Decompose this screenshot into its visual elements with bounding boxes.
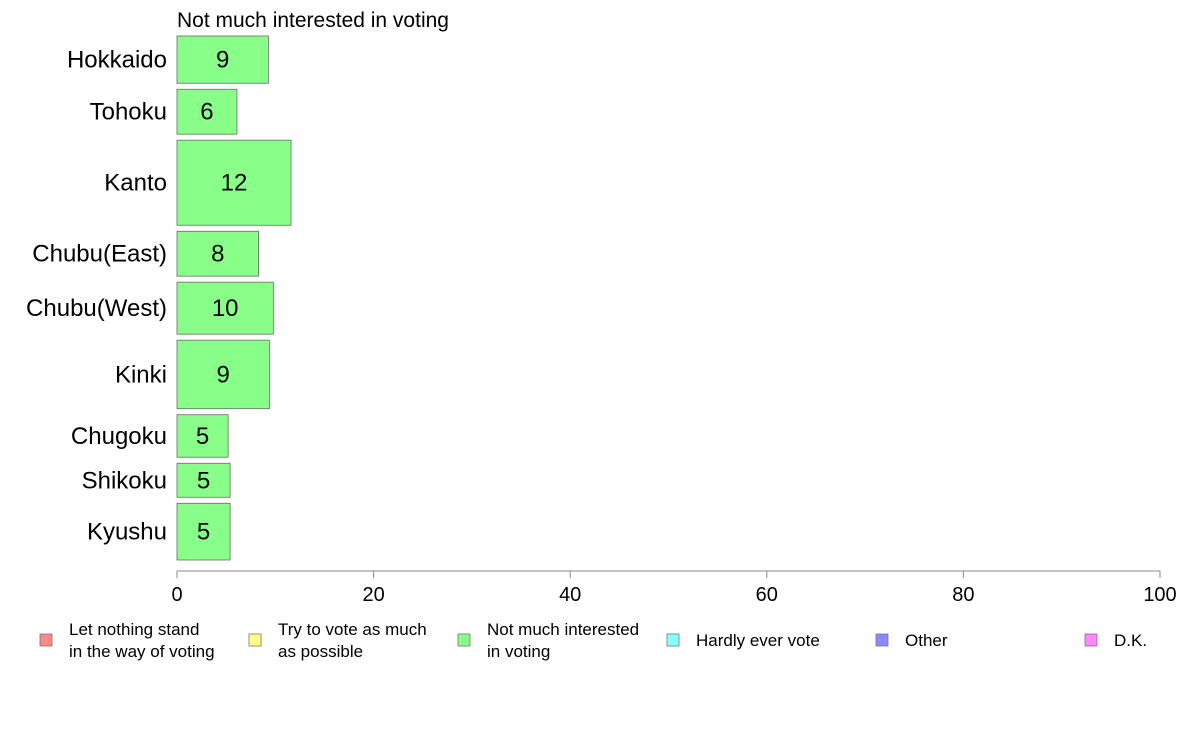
category-label: Kanto [104,170,167,197]
legend-swatch [39,633,53,647]
legend-swatch [1084,633,1098,647]
bars-group: Hokkaido 9 Tohoku 6 Kanto 12 Chubu(East) 8 Chubu… [26,35,292,561]
category-label: Kinki [115,361,167,388]
legend-label: Try to vote as much [278,620,427,639]
bar-chubu-east [176,230,259,277]
legend-swatch [248,633,262,647]
x-tick-label: 80 [952,584,974,606]
x-tick-label: 60 [756,584,778,606]
legend-label: Hardly ever vote [696,631,820,650]
x-tick-label: 40 [559,584,581,606]
chart-title: Not much interested in voting [177,9,449,32]
legend-label: in voting [487,642,550,661]
legend-swatch [457,633,471,647]
category-label: Chugoku [71,423,167,450]
legend-label: as possible [278,642,363,661]
bar-value-label: 8 [211,241,224,268]
legend-swatch [666,633,680,647]
bar-value-label: 10 [212,295,239,322]
category-label: Kyushu [87,519,167,546]
bar-value-label: 9 [217,361,230,388]
category-label: Chubu(East) [32,241,167,268]
legend-label: D.K. [1114,631,1147,650]
x-tick-label: 100 [1143,584,1176,606]
bar-value-label: 9 [216,47,229,74]
bar-chugoku [176,414,229,458]
bar-kanto [176,139,292,226]
bar-shikoku [176,462,231,498]
bar-value-label: 5 [197,519,210,546]
bar-chubu-west [176,281,274,335]
x-tick-label: 20 [362,584,384,606]
legend-label: Not much interested [487,620,639,639]
bar-hokkaido [176,35,269,84]
x-tick-label: 0 [171,584,182,606]
bar-kinki [176,339,270,410]
category-label: Chubu(West) [26,295,167,322]
legend-swatch [875,633,889,647]
bar-kyushu [176,502,231,561]
category-label: Hokkaido [67,47,167,74]
bar-value-label: 5 [197,467,210,494]
bar-value-label: 5 [196,423,209,450]
category-label: Tohoku [90,99,167,126]
bar-value-label: 12 [221,170,248,197]
legend-label: Let nothing stand [69,620,199,639]
category-label: Shikoku [82,467,167,494]
legend-label: in the way of voting [69,642,215,661]
x-axis: 0 20 40 60 80 100 [171,570,1177,606]
bar-value-label: 6 [200,99,213,126]
legend: Let nothing stand in the way of voting Try… [39,620,1147,661]
legend-label: Other [905,631,948,650]
bar-tohoku [176,88,238,135]
